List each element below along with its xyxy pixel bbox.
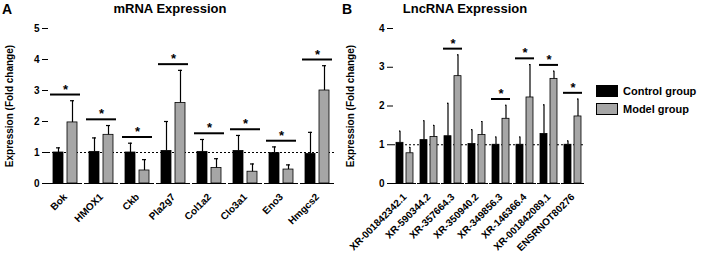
svg-text:*: * — [498, 86, 504, 101]
svg-text:Expression (Fold change): Expression (Fold change) — [345, 45, 356, 167]
svg-text:Col1a2: Col1a2 — [182, 191, 213, 222]
svg-text:*: * — [135, 124, 141, 139]
svg-text:Expression (Fold change): Expression (Fold change) — [4, 45, 15, 167]
svg-text:Bok: Bok — [48, 191, 69, 212]
svg-text:*: * — [207, 120, 213, 135]
svg-text:ENSRNOT80276: ENSRNOT80276 — [515, 191, 577, 253]
svg-text:Eno3: Eno3 — [260, 191, 285, 216]
svg-text:*: * — [522, 45, 528, 60]
svg-text:XR-349856.3: XR-349856.3 — [455, 191, 505, 241]
svg-text:*: * — [546, 52, 552, 67]
svg-text:Pla2g7: Pla2g7 — [147, 191, 178, 222]
svg-text:*: * — [315, 47, 321, 62]
svg-text:2: 2 — [34, 116, 40, 127]
svg-text:*: * — [171, 51, 177, 66]
svg-text:5: 5 — [34, 23, 40, 34]
html-text:A: A — [2, 1, 13, 17]
svg-text:*: * — [99, 106, 105, 121]
svg-text:3: 3 — [34, 85, 40, 96]
svg-text:HMOX1: HMOX1 — [72, 191, 105, 224]
svg-text:*: * — [279, 128, 285, 143]
svg-text:3: 3 — [379, 61, 385, 72]
svg-text:XR-146366.4: XR-146366.4 — [479, 191, 529, 241]
svg-text:XR-350940.2: XR-350940.2 — [431, 191, 481, 241]
html-text:B: B — [342, 1, 353, 17]
svg-text:*: * — [570, 80, 576, 95]
svg-text:*: * — [243, 116, 249, 131]
svg-text:XR-001842089.1: XR-001842089.1 — [491, 191, 553, 253]
svg-text:2: 2 — [379, 100, 385, 111]
html-text:LncRNA Expression: LncRNA Expression — [402, 1, 528, 16]
svg-text:*: * — [450, 36, 456, 51]
html-text:mRNA Expression: mRNA Expression — [113, 1, 227, 16]
html-text:Control group: Control group — [623, 85, 697, 97]
svg-text:Clo3a1: Clo3a1 — [218, 191, 249, 222]
svg-text:XR-590344.2: XR-590344.2 — [383, 191, 433, 241]
svg-text:Hmgcs2: Hmgcs2 — [286, 191, 322, 227]
svg-text:0: 0 — [379, 178, 385, 189]
svg-text:XR-001842342.1: XR-001842342.1 — [347, 191, 409, 253]
svg-text:*: * — [63, 82, 69, 97]
svg-text:XR-357664.3: XR-357664.3 — [407, 191, 457, 241]
svg-text:4: 4 — [379, 23, 385, 34]
svg-text:Ckb: Ckb — [120, 191, 141, 212]
svg-text:1: 1 — [379, 139, 385, 150]
html-text:Model group: Model group — [623, 103, 689, 115]
svg-text:0: 0 — [34, 178, 40, 189]
svg-text:1: 1 — [34, 147, 40, 158]
svg-text:4: 4 — [34, 54, 40, 65]
